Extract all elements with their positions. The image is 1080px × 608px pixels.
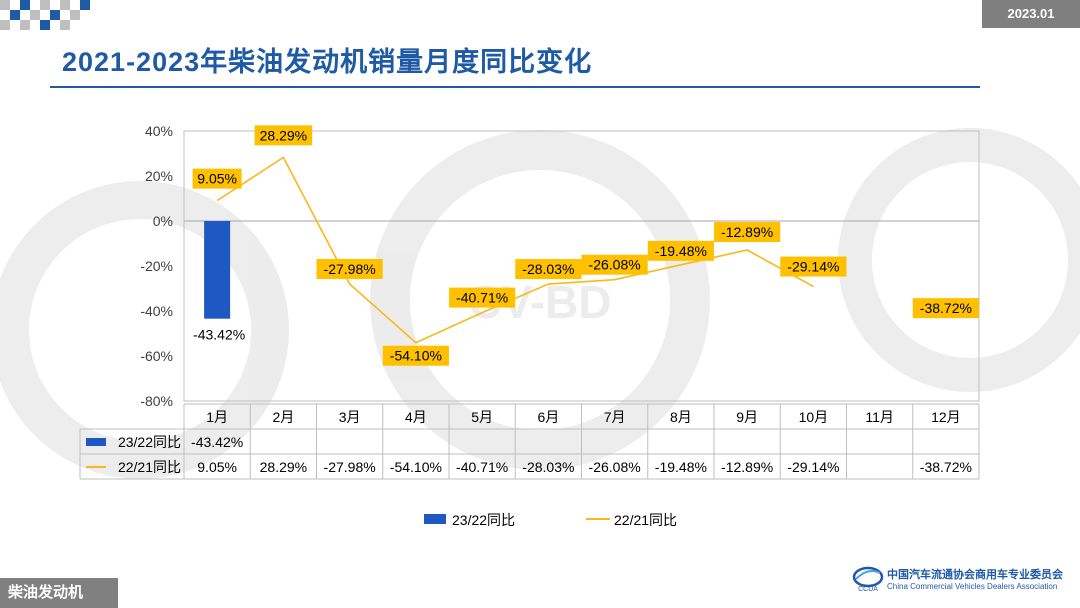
legend-key-bar	[424, 514, 446, 524]
title-underline	[50, 86, 980, 88]
line-data-label: -29.14%	[787, 259, 839, 275]
line-data-label: 9.05%	[197, 171, 237, 187]
svg-text:CCDA: CCDA	[858, 586, 878, 593]
y-tick-label: -40%	[140, 303, 173, 319]
table-cell: 28.29%	[260, 459, 307, 475]
line-label-box	[316, 258, 383, 279]
y-tick-label: -20%	[140, 258, 173, 274]
line-22-21	[216, 156, 814, 344]
x-tick-label: 2月	[272, 409, 294, 425]
line-data-label: -28.03%	[522, 261, 574, 277]
legend-label: 22/21同比	[614, 512, 677, 528]
line-label-box	[647, 240, 714, 261]
line-label-box	[912, 298, 979, 319]
line-label-box	[192, 168, 242, 189]
x-tick-label: 10月	[799, 409, 829, 425]
line-label-box	[449, 287, 516, 308]
x-tick-label: 1月	[206, 409, 228, 425]
line-data-label: -19.48%	[655, 243, 707, 259]
table-row-header: 23/22同比	[118, 434, 181, 450]
table-cell: -27.98%	[324, 459, 376, 475]
association-name-en: China Commercial Vehicles Dealers Associ…	[887, 582, 1058, 591]
bar-data-label: -43.42%	[193, 327, 245, 343]
date-badge: 2023.01	[982, 0, 1080, 28]
x-tick-label: 8月	[670, 409, 692, 425]
line-label-box	[581, 254, 648, 275]
x-tick-label: 9月	[736, 409, 758, 425]
table-cell: -19.48%	[655, 459, 707, 475]
line-data-label: -26.08%	[589, 257, 641, 273]
line-data-label: -54.10%	[390, 348, 442, 364]
line-data-label: -38.72%	[920, 300, 972, 316]
line-label-box	[714, 222, 781, 243]
y-tick-label: -80%	[140, 393, 173, 409]
table-cell: -43.42%	[191, 434, 243, 450]
table-cell: -29.14%	[787, 459, 839, 475]
table-cell: -26.08%	[589, 459, 641, 475]
page-title: 2021-2023年柴油发动机销量月度同比变化	[62, 47, 593, 77]
y-tick-label: 0%	[153, 213, 173, 229]
line-data-label: -12.89%	[721, 224, 773, 240]
x-tick-label: 11月	[865, 409, 894, 425]
plot-area	[183, 130, 980, 402]
table-cell: -28.03%	[522, 459, 574, 475]
table-cell: -54.10%	[390, 459, 442, 475]
corner-decoration	[0, 0, 90, 30]
footer-tag: 柴油发动机	[0, 578, 118, 608]
line-label-box	[254, 125, 313, 146]
line-label-box	[780, 256, 847, 277]
line-data-label: -27.98%	[324, 261, 376, 277]
table-cell: -12.89%	[721, 459, 773, 475]
line-label-box	[515, 259, 582, 280]
table-row-header: 22/21同比	[118, 459, 181, 475]
y-tick-label: -60%	[140, 348, 173, 364]
association-logo-icon: CCDA	[852, 566, 884, 593]
table-cell: -38.72%	[920, 459, 972, 475]
y-tick-label: 40%	[145, 123, 173, 139]
x-tick-label: 3月	[339, 409, 361, 425]
table-cell: 9.05%	[197, 459, 237, 475]
association-name-cn: 中国汽车流通协会商用车专业委员会	[887, 568, 1063, 581]
watermark: CV-BD	[0, 128, 1080, 479]
x-tick-label: 7月	[604, 409, 626, 425]
table-key-bar	[86, 438, 106, 446]
line-data-label: 28.29%	[260, 127, 307, 143]
x-tick-label: 6月	[537, 409, 559, 425]
y-tick-label: 20%	[145, 168, 173, 184]
x-tick-label: 4月	[405, 409, 427, 425]
table-cell: -40.71%	[456, 459, 508, 475]
line-data-label: -40.71%	[456, 290, 508, 306]
line-label-box	[382, 345, 449, 366]
x-tick-label: 5月	[471, 409, 493, 425]
legend-label: 23/22同比	[452, 512, 515, 528]
bar-1月	[204, 221, 231, 319]
x-tick-label: 12月	[931, 409, 961, 425]
